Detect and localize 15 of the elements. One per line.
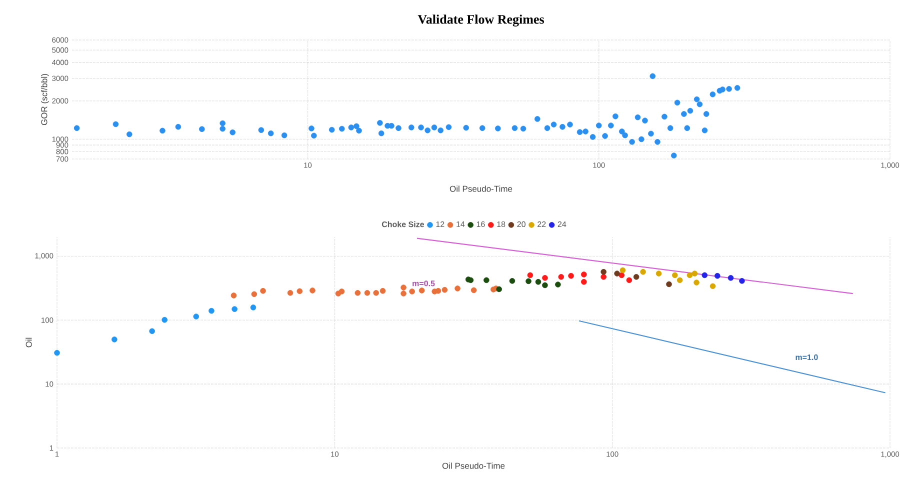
legend-label: 12 bbox=[436, 221, 444, 227]
x-axis-title: Oil Pseudo-Time bbox=[442, 462, 505, 469]
legend-label: 24 bbox=[558, 221, 566, 227]
chart-title: Validate Flow Regimes bbox=[418, 14, 544, 26]
annotation: m=0.5 bbox=[412, 280, 435, 286]
y-axis-title: Oil bbox=[26, 338, 32, 348]
annotation: m=1.0 bbox=[796, 354, 818, 360]
legend-label: 16 bbox=[476, 221, 485, 228]
y-axis-title: GOR (scf/bbl) bbox=[41, 74, 49, 126]
legend-label: 20 bbox=[517, 221, 526, 228]
legend-label: 14 bbox=[456, 221, 465, 227]
legend-title: Choke Size bbox=[382, 221, 424, 228]
legend-label: 22 bbox=[538, 221, 546, 227]
legend-label: 18 bbox=[497, 221, 506, 228]
x-axis-title: Oil Pseudo-Time bbox=[450, 186, 512, 192]
